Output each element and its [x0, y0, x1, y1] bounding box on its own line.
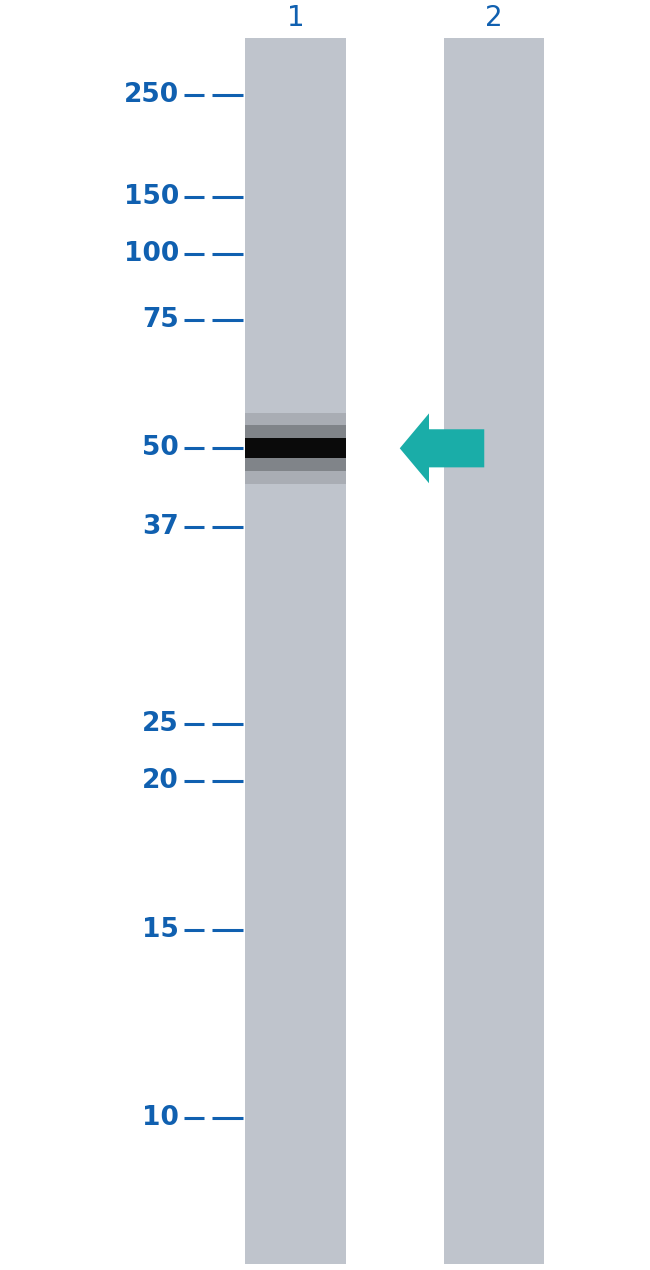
- Text: 50: 50: [142, 436, 179, 461]
- Text: 100: 100: [124, 241, 179, 267]
- Bar: [246, 438, 346, 458]
- Bar: [246, 425, 346, 471]
- Text: 1: 1: [287, 4, 305, 32]
- Bar: [246, 38, 346, 1264]
- Text: 25: 25: [142, 711, 179, 737]
- Bar: [443, 38, 545, 1264]
- Text: 150: 150: [124, 184, 179, 210]
- Text: 75: 75: [142, 307, 179, 333]
- FancyArrow shape: [400, 414, 484, 483]
- Text: 2: 2: [485, 4, 503, 32]
- Text: 10: 10: [142, 1105, 179, 1130]
- Bar: [246, 413, 346, 484]
- Text: 37: 37: [142, 514, 179, 540]
- Text: 250: 250: [124, 83, 179, 108]
- Text: 15: 15: [142, 917, 179, 942]
- Text: 20: 20: [142, 768, 179, 794]
